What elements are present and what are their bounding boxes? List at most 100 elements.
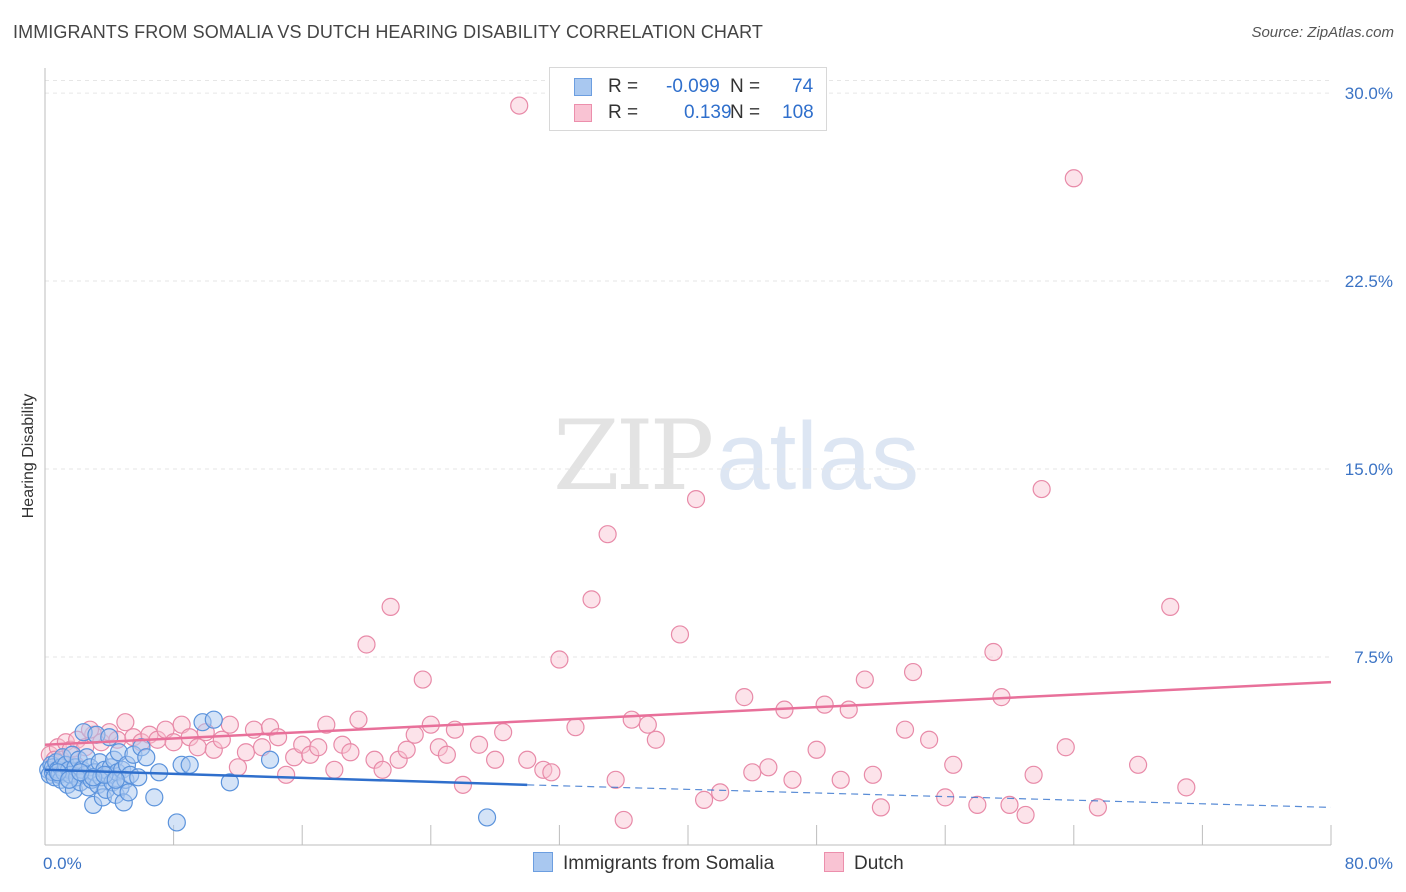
dutch-point [1128, 755, 1148, 774]
dutch-point [437, 745, 456, 764]
dutch-point [341, 743, 360, 762]
dutch-points [40, 96, 1196, 830]
x-tick-label: 80.0% [1345, 854, 1393, 873]
dutch-point [1024, 765, 1043, 784]
dutch-point [188, 738, 207, 757]
dutch-point [1064, 169, 1083, 188]
dutch-point [1000, 795, 1019, 814]
bottom-legend-label-dutch: Dutch [854, 853, 904, 874]
dutch-point [743, 763, 762, 782]
legend-swatch-somalia [574, 78, 592, 96]
source-label: Source: ZipAtlas.com [1251, 24, 1394, 41]
dutch-trend-line [44, 680, 1332, 746]
trend-lines [44, 680, 1332, 809]
somalia-point [119, 783, 138, 802]
somalia-points [39, 710, 497, 832]
dutch-point [735, 688, 754, 707]
dutch-point [686, 490, 706, 509]
dutch-point [694, 790, 714, 809]
dutch-point [1032, 479, 1051, 499]
dutch-point [518, 750, 537, 769]
legend-n-label: N = [730, 102, 761, 123]
dutch-point [944, 755, 963, 774]
dutch-point [863, 765, 882, 784]
y-axis-label: Hearing Disability [20, 394, 37, 519]
dutch-point [670, 625, 690, 644]
axes [44, 68, 1332, 846]
somalia-point [145, 788, 164, 807]
tick-labels: 7.5% 15.0% 22.5% 30.0% 0.0% 80.0% [43, 84, 1393, 873]
dutch-point [220, 715, 239, 734]
dutch-point [622, 710, 641, 729]
dutch-point [317, 715, 336, 734]
bottom-legend-swatch-dutch [824, 852, 844, 872]
dutch-point [855, 670, 874, 689]
x-tick-label: 0.0% [43, 854, 82, 873]
dutch-point [968, 795, 987, 814]
bottom-legend-somalia: Immigrants from Somalia [533, 852, 774, 875]
dutch-point [453, 775, 473, 794]
legend-n-value: 74 [792, 76, 814, 97]
chart-title: IMMIGRANTS FROM SOMALIA VS DUTCH HEARING… [13, 22, 763, 42]
bottom-legend-dutch: Dutch [824, 852, 904, 875]
legend-n-label: N = [730, 76, 761, 97]
dutch-point [759, 758, 778, 777]
dutch-point [566, 718, 585, 737]
correlation-legend: R = -0.099 N = 74 R = 0.139 N = 108 [549, 67, 827, 131]
legend-r-value: 0.139 [684, 102, 732, 123]
dutch-point [542, 763, 561, 782]
dutch-point [228, 758, 247, 777]
dutch-point [494, 723, 513, 742]
dutch-point [936, 788, 955, 807]
dutch-point [895, 720, 915, 739]
dutch-point [212, 730, 231, 749]
y-tick-label: 30.0% [1345, 84, 1393, 103]
somalia-point [137, 748, 156, 767]
dutch-point [807, 740, 826, 759]
gridlines [45, 80, 1331, 658]
somalia-trend-extension [527, 784, 1332, 809]
somalia-point [477, 808, 497, 827]
dutch-point [984, 642, 1003, 662]
y-tick-label: 22.5% [1345, 272, 1393, 291]
legend-r-label: R = [608, 102, 639, 123]
legend-n-value: 108 [782, 102, 814, 123]
somalia-point [167, 813, 186, 832]
watermark-zip: ZIP [553, 400, 714, 512]
somalia-point [260, 750, 280, 769]
dutch-point [920, 730, 939, 749]
dutch-point [469, 735, 489, 754]
dutch-point [268, 728, 288, 747]
dutch-point [357, 635, 376, 654]
dutch-point [236, 743, 256, 762]
dutch-point [903, 662, 923, 682]
somalia-point [204, 710, 223, 729]
dutch-point [582, 590, 601, 609]
legend-r-value: -0.099 [666, 76, 720, 97]
dutch-point [1016, 805, 1035, 825]
dutch-point [381, 597, 400, 616]
legend-swatch-dutch [574, 104, 592, 122]
somalia-point [100, 728, 119, 747]
dutch-point [815, 695, 834, 714]
dutch-point [486, 750, 505, 769]
dutch-point [711, 783, 730, 802]
somalia-point [220, 773, 239, 792]
bottom-legend-label-somalia: Immigrants from Somalia [563, 853, 775, 874]
watermark-atlas: atlas [716, 403, 919, 510]
dutch-point [325, 760, 344, 779]
dutch-point [116, 713, 135, 732]
bottom-legend-swatch-somalia [533, 852, 553, 872]
somalia-point [106, 770, 125, 789]
somalia-trend-line [44, 768, 528, 787]
y-tick-label: 15.0% [1345, 460, 1393, 479]
dutch-point [1177, 778, 1196, 797]
dutch-point [164, 733, 183, 752]
dutch-point [831, 770, 850, 789]
dutch-point [606, 770, 625, 789]
dutch-point [349, 710, 368, 729]
dutch-point [413, 670, 432, 689]
dutch-point [871, 798, 891, 817]
legend-r-label: R = [608, 76, 639, 97]
dutch-point [510, 96, 529, 115]
